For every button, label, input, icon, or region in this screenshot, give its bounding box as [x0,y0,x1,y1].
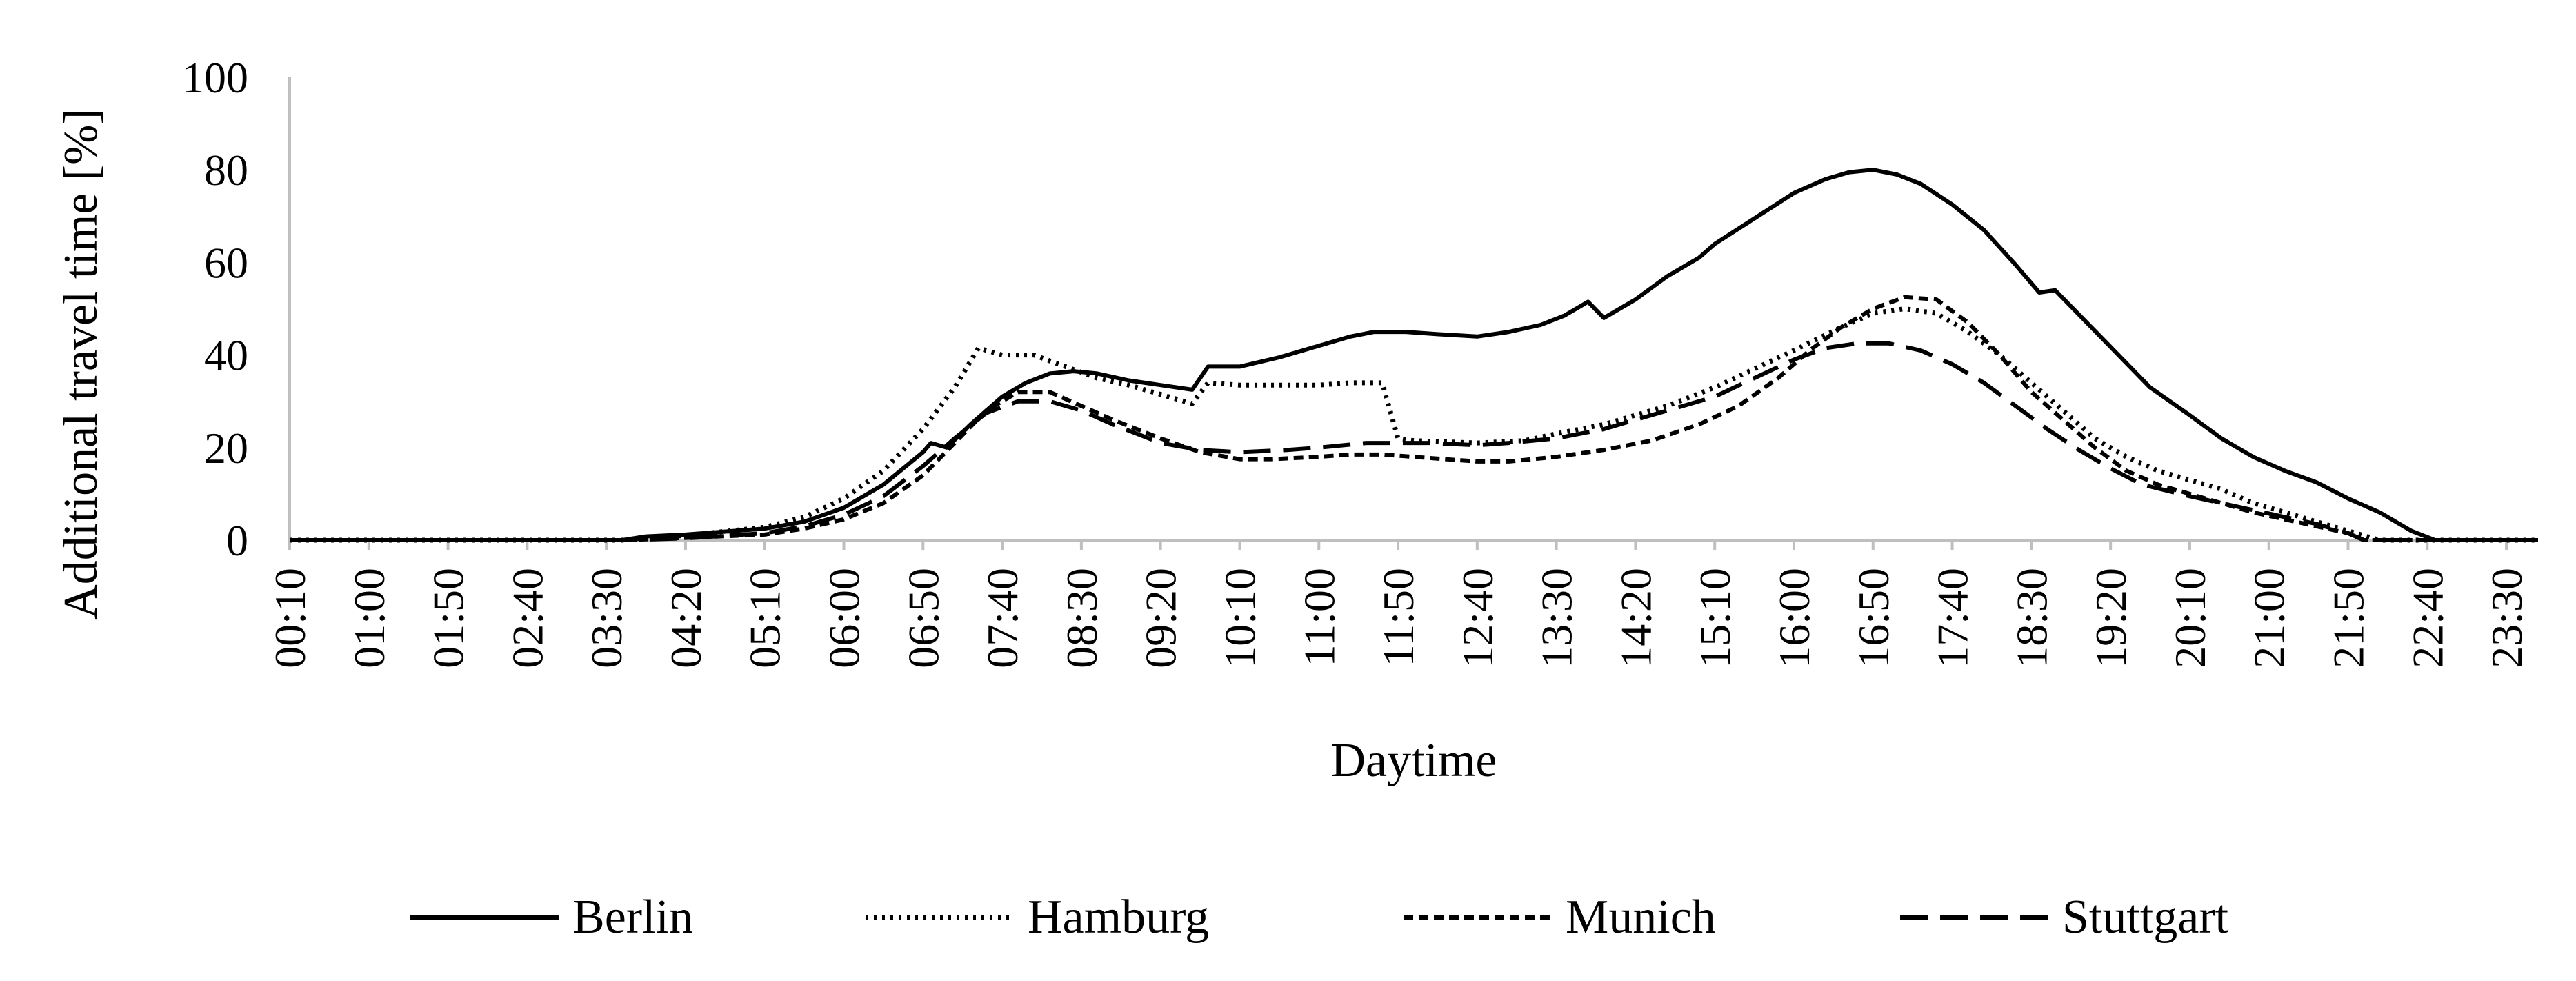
y-tick-label: 100 [182,53,248,102]
x-tick-label: 11:50 [1374,568,1423,666]
x-tick-label: 20:10 [2166,568,2215,668]
x-tick-label: 06:50 [899,568,948,668]
x-tick-label: 06:00 [820,568,869,668]
y-tick-label: 80 [204,146,248,195]
x-tick-label: 03:30 [582,568,631,668]
x-tick-label: 01:00 [345,568,394,668]
legend-label: Stuttgart [2062,891,2229,944]
series-line-stuttgart [290,341,2538,542]
x-tick-label: 14:20 [1611,568,1660,668]
x-axis-title: Daytime [1330,734,1497,787]
y-tick-label: 20 [204,424,248,473]
x-tick-label: 22:40 [2403,568,2452,668]
x-tick-label: 19:20 [2086,568,2135,668]
x-tick-label: 09:20 [1137,568,1186,668]
x-tick-label: 21:00 [2245,568,2294,668]
legend-label: Munich [1566,891,1716,944]
x-tick-label: 11:00 [1295,568,1344,666]
x-tick-label: 23:30 [2482,568,2531,668]
x-tick-label: 16:00 [1770,568,1819,668]
legend-item-stuttgart: Stuttgart [1900,891,2229,944]
x-tick-label: 01:50 [424,568,473,668]
x-tick-label: 02:40 [503,568,552,668]
legend-item-munich: Munich [1404,891,1716,944]
legend-label: Hamburg [1028,891,1209,944]
legend-label: Berlin [572,891,693,944]
x-tick-label: 15:10 [1690,568,1739,668]
y-tick-label: 40 [204,331,248,380]
x-tick-label: 08:30 [1057,568,1106,668]
x-tick-label: 12:40 [1453,568,1502,668]
x-tick-label: 07:40 [978,568,1027,668]
x-tick-label: 18:30 [2007,568,2056,668]
x-tick-label: 16:50 [1849,568,1898,668]
plot-area: 0 20 40 60 80 100 00:10 01:00 01:50 02:40 03:30 04:… [182,53,2538,668]
x-tick-label: 21:50 [2324,568,2373,668]
x-tick-label: 10:10 [1215,568,1264,668]
x-tick-label: 17:40 [1928,568,1977,668]
y-tick-label: 0 [226,516,248,565]
y-axis-title: Additional travel time [%] [54,108,108,620]
x-tick-label: 05:10 [741,568,790,668]
x-tick-label: 00:10 [266,568,314,668]
legend: Berlin Hamburg Munich Stuttgart [410,891,2229,944]
x-tick-label: 13:30 [1532,568,1581,668]
y-tick-label: 60 [204,238,248,287]
legend-item-berlin: Berlin [410,891,693,944]
legend-item-hamburg: Hamburg [866,891,1209,944]
x-tick-label: 04:20 [661,568,710,668]
series-line-hamburg [290,306,2538,543]
series-line-berlin [290,168,2538,542]
